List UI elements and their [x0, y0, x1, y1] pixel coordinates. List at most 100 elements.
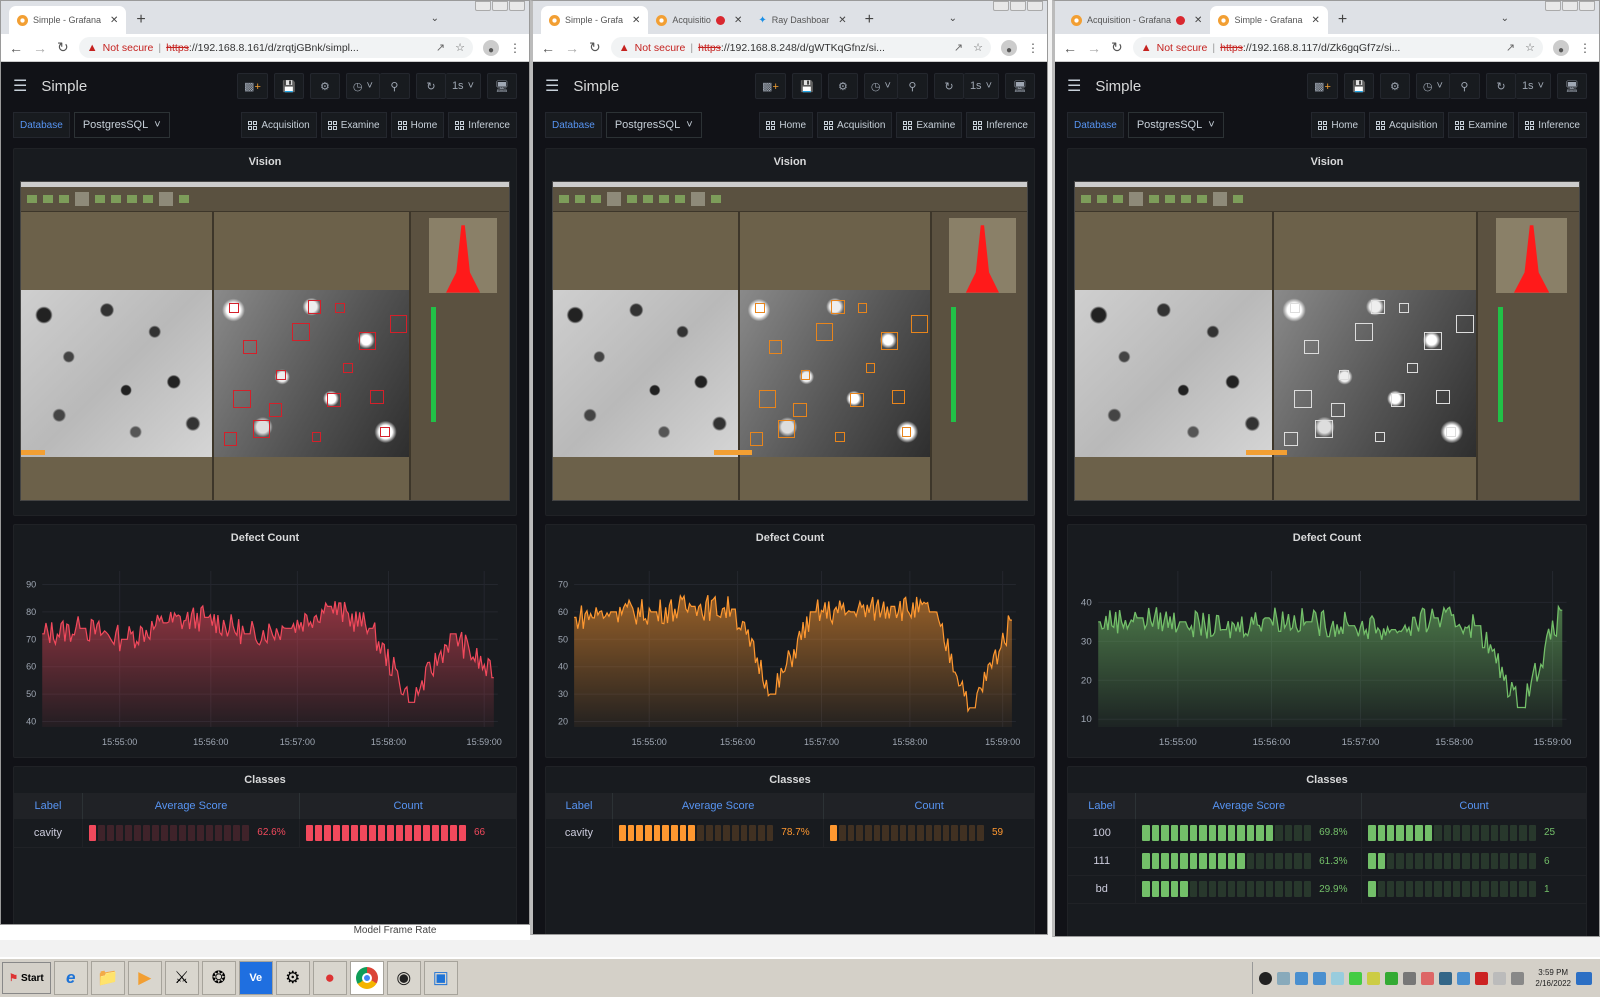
browser-tab[interactable]: ✦ Ray Dashboar ✕ [750, 6, 854, 34]
defect-count-chart[interactable]: 10 20 30 40 15:55:00 15:56:00 15:57:00 15:58:00… [1068, 551, 1586, 757]
bookmark-star-icon[interactable]: ☆ [455, 42, 465, 54]
column-header-average-score[interactable]: Average Score [612, 793, 825, 819]
browser-menu-icon[interactable]: ⋮ [1579, 40, 1591, 55]
panel-title[interactable]: Defect Count [1292, 532, 1362, 544]
dashboard-link-inference[interactable]: Inference [1518, 112, 1587, 138]
hamburger-menu-icon[interactable]: ☰ [13, 78, 28, 95]
start-button[interactable]: ⚑ Start [2, 962, 51, 994]
dashboard-link-acquisition[interactable]: Acquisition [817, 112, 893, 138]
panel-title[interactable]: Classes [244, 774, 286, 786]
reload-icon[interactable]: ↻ [1111, 39, 1123, 55]
dashboard-settings-button[interactable]: ⚙ [827, 73, 858, 99]
url-input[interactable]: ▲ Not secure | https://192.168.8.161/d/z… [78, 37, 473, 58]
column-header-label[interactable]: Label [1068, 793, 1137, 819]
panel-title[interactable]: Defect Count [755, 532, 825, 544]
datasource-select[interactable]: PostgresSQL ˅ [1127, 112, 1224, 138]
minimize-button[interactable] [1545, 1, 1561, 11]
time-picker-button[interactable]: ◷ ˅ [863, 73, 898, 99]
tray-network-icon[interactable] [1277, 971, 1291, 985]
dashboard-link-inference[interactable]: Inference [966, 112, 1035, 138]
tray-record-icon[interactable] [1475, 971, 1489, 985]
panel-title[interactable]: Vision [248, 156, 282, 168]
maximize-button[interactable] [1562, 1, 1578, 11]
dashboard-link-home[interactable]: Home [1311, 112, 1366, 138]
browser-menu-icon[interactable]: ⋮ [509, 40, 521, 55]
browser-tab[interactable]: Acquisitio ✕ [648, 6, 750, 34]
record-icon[interactable]: ● [312, 961, 347, 995]
ve-icon[interactable]: Ve [238, 961, 273, 995]
close-tab-icon[interactable]: ✕ [733, 14, 743, 26]
close-window-button[interactable] [1579, 1, 1595, 11]
reload-icon[interactable]: ↻ [589, 39, 601, 55]
dashboard-settings-button[interactable]: ⚙ [309, 73, 340, 99]
tray-device-icon[interactable] [1511, 971, 1525, 985]
dashboard-title[interactable]: Simple [573, 77, 620, 95]
dashboard-link-examine[interactable]: Examine [1448, 112, 1515, 138]
url-input[interactable]: ▲ Not secure | https://192.168.8.248/d/g… [610, 37, 991, 58]
close-tab-icon[interactable]: ✕ [1194, 14, 1203, 26]
share-icon[interactable]: ↗ [1505, 42, 1516, 54]
share-icon[interactable]: ↗ [953, 42, 964, 54]
panel-title[interactable]: Defect Count [230, 532, 300, 544]
refresh-button[interactable]: ↻ [415, 73, 446, 99]
ie-icon[interactable]: e [53, 961, 88, 995]
close-tab-icon[interactable]: ✕ [632, 14, 641, 26]
profile-avatar[interactable]: ● [1553, 39, 1569, 56]
tv-mode-button[interactable]: 🖥 [487, 73, 517, 99]
minimize-button[interactable] [993, 1, 1009, 11]
maximize-button[interactable] [492, 1, 508, 11]
forward-arrow-icon[interactable]: → [33, 39, 47, 56]
tray-network-icon[interactable] [1313, 971, 1327, 985]
time-picker-button[interactable]: ◷ ˅ [1415, 73, 1450, 99]
tray-app-icon[interactable] [1439, 971, 1453, 985]
media-player-icon[interactable]: ▶ [127, 961, 162, 995]
browser-tab[interactable]: Simple - Grafana ✕ [1210, 6, 1328, 34]
machine-icon[interactable]: ⚙ [275, 961, 310, 995]
dashboard-link-home[interactable]: Home [759, 112, 814, 138]
save-dashboard-button[interactable]: 💾 [1343, 73, 1374, 99]
reload-icon[interactable]: ↻ [57, 39, 69, 55]
back-arrow-icon[interactable]: ← [541, 39, 555, 56]
chrome-icon[interactable] [349, 961, 384, 995]
microscope-icon[interactable]: ⚔ [164, 961, 199, 995]
time-picker-button[interactable]: ◷ ˅ [345, 73, 380, 99]
dashboard-link-inference[interactable]: Inference [448, 112, 517, 138]
tray-app-icon[interactable] [1403, 971, 1417, 985]
profile-avatar[interactable]: ● [1001, 39, 1017, 56]
forward-arrow-icon[interactable]: → [565, 39, 579, 56]
maximize-button[interactable] [1010, 1, 1026, 11]
zoom-out-button[interactable]: ⚲ [379, 73, 410, 99]
zoom-out-button[interactable]: ⚲ [897, 73, 928, 99]
browser-menu-icon[interactable]: ⋮ [1027, 40, 1039, 55]
refresh-button[interactable]: ↻ [1485, 73, 1516, 99]
close-tab-icon[interactable]: ✕ [838, 14, 847, 26]
close-tab-icon[interactable]: ✕ [110, 14, 119, 26]
column-header-average-score[interactable]: Average Score [1135, 793, 1363, 819]
column-header-count[interactable]: Count [823, 793, 1034, 819]
tray-network-icon[interactable] [1457, 971, 1471, 985]
add-panel-button[interactable]: ▩+ [755, 73, 786, 99]
dashboard-link-examine[interactable]: Examine [320, 112, 387, 138]
dashboard-link-examine[interactable]: Examine [896, 112, 963, 138]
tray-app-icon[interactable] [1367, 971, 1381, 985]
bookmark-star-icon[interactable]: ☆ [973, 42, 983, 54]
datasource-select[interactable]: PostgresSQL ˅ [73, 112, 170, 138]
screenshot-icon[interactable]: ▣ [423, 961, 458, 995]
dashboard-settings-button[interactable]: ⚙ [1379, 73, 1410, 99]
column-header-count[interactable]: Count [1361, 793, 1586, 819]
panel-title[interactable]: Classes [769, 774, 811, 786]
column-header-label[interactable]: Label [546, 793, 613, 819]
tray-network-icon[interactable] [1295, 971, 1309, 985]
refresh-interval-picker[interactable]: 1s ˅ [1515, 73, 1551, 99]
share-icon[interactable]: ↗ [435, 42, 446, 54]
defect-count-chart[interactable]: 20 30 40 50 60 70 15:55:00 15:56:00 15:57:00 15:5… [546, 551, 1034, 757]
tv-mode-button[interactable]: 🖥 [1005, 73, 1035, 99]
close-window-button[interactable] [1027, 1, 1043, 11]
tray-app-icon[interactable] [1259, 971, 1273, 985]
dashboard-link-home[interactable]: Home [390, 112, 445, 138]
tv-mode-button[interactable]: 🖥 [1557, 73, 1587, 99]
dashboard-link-acquisition[interactable]: Acquisition [1369, 112, 1445, 138]
refresh-button[interactable]: ↻ [933, 73, 964, 99]
forward-arrow-icon[interactable]: → [1087, 39, 1101, 56]
clock[interactable]: 3:59 PM 2/16/2022 [1535, 968, 1571, 988]
